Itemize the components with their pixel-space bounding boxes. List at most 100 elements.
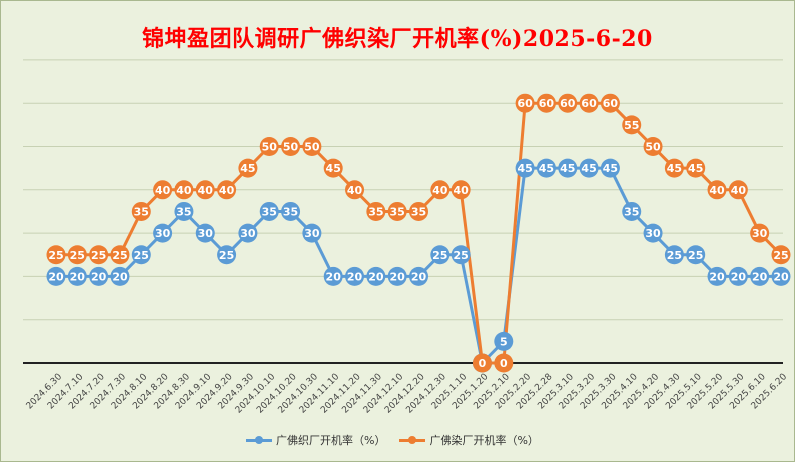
data-point [600, 93, 620, 113]
data-point [110, 266, 130, 286]
data-label: 25 [134, 249, 149, 262]
data-point [238, 158, 258, 178]
legend-item-weaving: 广佛织厂开机率（%） [246, 432, 385, 448]
data-point [217, 180, 237, 200]
data-label: 25 [432, 249, 447, 262]
data-point [558, 158, 578, 178]
data-point [536, 158, 556, 178]
data-point [430, 180, 450, 200]
data-label: 30 [752, 227, 768, 240]
data-point [195, 223, 215, 243]
data-point [238, 223, 258, 243]
data-label: 45 [581, 162, 596, 175]
data-point [345, 266, 365, 286]
data-point [558, 93, 578, 113]
data-point [728, 266, 748, 286]
data-label: 50 [262, 141, 278, 154]
data-point [195, 180, 215, 200]
data-point [67, 245, 87, 265]
data-label: 25 [91, 249, 106, 262]
data-point [515, 158, 535, 178]
data-point [131, 245, 151, 265]
data-point [174, 201, 194, 221]
data-point [771, 266, 791, 286]
data-point [750, 266, 770, 286]
data-point [153, 223, 173, 243]
data-label: 20 [326, 270, 342, 283]
data-point [409, 266, 428, 286]
data-label: 35 [390, 205, 405, 218]
data-label: 20 [773, 270, 789, 283]
data-point [494, 331, 514, 351]
data-point [323, 158, 343, 178]
data-point [259, 201, 279, 221]
data-label: 40 [731, 184, 747, 197]
data-point [110, 245, 130, 265]
data-label: 20 [752, 270, 768, 283]
data-label: 45 [539, 162, 554, 175]
data-point [153, 180, 173, 200]
data-point [686, 245, 706, 265]
data-label: 35 [411, 205, 426, 218]
data-label: 20 [91, 270, 107, 283]
data-label: 40 [453, 184, 469, 197]
data-point [46, 245, 66, 265]
data-label: 35 [283, 205, 298, 218]
data-label: 50 [304, 141, 320, 154]
data-label: 5 [500, 335, 508, 348]
data-point [89, 245, 109, 265]
data-point [430, 245, 450, 265]
data-label: 20 [112, 270, 128, 283]
data-point [622, 115, 642, 135]
data-label: 45 [560, 162, 575, 175]
data-label: 45 [240, 162, 255, 175]
data-label: 30 [240, 227, 256, 240]
data-point [387, 201, 407, 221]
data-label: 20 [368, 270, 384, 283]
data-point [366, 266, 386, 286]
data-point [622, 201, 642, 221]
data-point [707, 266, 727, 286]
data-label: 20 [347, 270, 363, 283]
data-label: 45 [667, 162, 682, 175]
data-point [750, 223, 770, 243]
data-label: 45 [517, 162, 532, 175]
data-point [579, 93, 599, 113]
data-point [259, 137, 279, 156]
data-label: 35 [176, 205, 191, 218]
data-label: 30 [304, 227, 320, 240]
data-point [771, 245, 791, 265]
data-point [472, 353, 492, 373]
data-label: 50 [645, 141, 661, 154]
data-label: 45 [688, 162, 703, 175]
data-point [302, 137, 322, 156]
data-label: 50 [283, 141, 299, 154]
data-label: 20 [411, 270, 427, 283]
data-point [451, 245, 471, 265]
legend-swatch-dyeing [399, 435, 426, 445]
data-label: 20 [390, 270, 406, 283]
data-label: 35 [134, 205, 149, 218]
data-point [707, 180, 727, 200]
data-point [579, 158, 599, 178]
data-label: 55 [624, 119, 639, 132]
data-point [323, 266, 343, 286]
data-label: 35 [262, 205, 277, 218]
data-label: 0 [479, 357, 487, 370]
data-label: 30 [645, 227, 661, 240]
data-label: 25 [453, 249, 468, 262]
data-label: 20 [731, 270, 747, 283]
data-label: 25 [48, 249, 63, 262]
data-point [131, 201, 151, 221]
legend-swatch-weaving [246, 435, 272, 445]
data-point [728, 180, 748, 200]
data-label: 40 [432, 184, 448, 197]
data-label: 35 [368, 205, 383, 218]
data-label: 25 [112, 249, 127, 262]
data-label: 35 [624, 205, 639, 218]
data-point [409, 201, 428, 221]
data-point [536, 93, 556, 113]
data-point [89, 266, 109, 286]
